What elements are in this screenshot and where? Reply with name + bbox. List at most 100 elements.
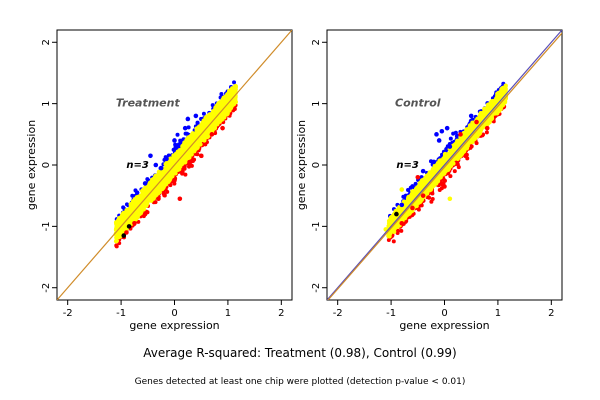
x-tick-label: 2 xyxy=(278,308,284,319)
data-point xyxy=(442,154,448,159)
data-point xyxy=(463,154,468,159)
data-point xyxy=(396,228,401,233)
data-point xyxy=(142,211,148,217)
data-point xyxy=(217,105,222,110)
data-point xyxy=(134,199,140,205)
data-point xyxy=(171,154,177,160)
series-2 xyxy=(124,125,225,235)
data-point xyxy=(233,84,239,89)
data-point xyxy=(446,151,452,156)
y-tick-label: -2 xyxy=(311,283,322,293)
data-point xyxy=(184,151,190,157)
data-point xyxy=(125,209,131,215)
x-tick-label: 0 xyxy=(441,308,447,319)
data-point xyxy=(189,163,194,168)
data-point xyxy=(132,211,138,217)
y-tick-label: 1 xyxy=(41,100,52,106)
data-point xyxy=(196,140,201,146)
data-point xyxy=(501,87,507,92)
data-point xyxy=(165,165,171,170)
x-axis-title: gene expression xyxy=(129,319,219,332)
y-tick-label: 2 xyxy=(311,39,322,45)
data-point xyxy=(137,206,142,212)
data-point xyxy=(482,106,487,112)
data-point xyxy=(124,216,129,221)
data-point xyxy=(478,111,483,117)
data-point xyxy=(420,193,426,198)
data-point xyxy=(458,132,463,137)
data-point xyxy=(201,111,206,116)
data-point xyxy=(198,153,204,159)
data-point xyxy=(165,189,170,194)
data-point xyxy=(183,172,188,177)
y-tick-label: 2 xyxy=(41,39,52,45)
y-tick-label: -1 xyxy=(41,221,52,231)
data-point xyxy=(416,185,421,190)
data-point xyxy=(391,239,396,244)
data-point xyxy=(430,196,435,201)
data-point xyxy=(185,116,191,122)
data-point xyxy=(164,156,169,162)
series-3 xyxy=(134,113,199,195)
data-point xyxy=(452,169,457,174)
data-point xyxy=(413,201,418,207)
data-point xyxy=(205,134,210,140)
data-point xyxy=(427,176,433,181)
series-3 xyxy=(399,113,474,208)
reference-line xyxy=(327,30,562,300)
data-point xyxy=(415,174,421,180)
average-r-squared-caption: Average R-squared: Treatment (0.98), Con… xyxy=(143,346,457,360)
data-point xyxy=(180,169,185,174)
x-tick-label: 1 xyxy=(225,308,231,319)
data-point xyxy=(172,178,177,183)
data-point xyxy=(447,196,453,202)
data-point xyxy=(182,140,187,146)
data-point xyxy=(462,132,467,137)
data-point xyxy=(148,153,153,159)
data-point xyxy=(178,138,183,143)
data-point xyxy=(150,194,155,200)
data-point xyxy=(410,184,415,189)
data-point xyxy=(399,228,404,233)
data-point xyxy=(406,188,411,193)
panel-title: Treatment xyxy=(116,97,181,110)
data-point xyxy=(232,107,237,112)
x-tick-label: -1 xyxy=(386,308,396,319)
data-point xyxy=(420,168,426,174)
data-point xyxy=(429,184,434,190)
panel-title: Control xyxy=(395,97,441,110)
x-tick-label: -2 xyxy=(333,308,343,319)
data-point xyxy=(444,125,450,131)
n-count-label: n=3 xyxy=(396,160,418,171)
data-point xyxy=(121,210,127,216)
data-point xyxy=(141,202,147,207)
data-point xyxy=(173,171,178,176)
data-point xyxy=(158,165,164,171)
data-point xyxy=(172,138,177,143)
data-point xyxy=(208,128,213,133)
data-point xyxy=(464,144,469,149)
data-point xyxy=(173,145,178,150)
data-point xyxy=(188,159,193,165)
data-point xyxy=(145,177,150,182)
data-point xyxy=(188,134,194,139)
x-tick-label: 0 xyxy=(171,308,177,319)
data-point xyxy=(484,125,490,131)
data-point xyxy=(399,187,405,192)
n-count-label: n=3 xyxy=(126,160,148,171)
data-point xyxy=(178,148,183,153)
y-tick-label: 1 xyxy=(311,100,322,106)
x-tick-label: -1 xyxy=(116,308,126,319)
data-point xyxy=(219,91,224,96)
data-point xyxy=(455,162,460,167)
data-point xyxy=(447,144,453,149)
detection-note-caption: Genes detected at least one chip were pl… xyxy=(135,377,466,387)
data-point xyxy=(175,132,180,137)
data-point xyxy=(212,125,217,131)
data-point xyxy=(465,132,470,137)
data-point xyxy=(413,181,418,186)
plot-area xyxy=(327,30,562,300)
data-point xyxy=(118,215,123,221)
data-point xyxy=(456,148,461,153)
data-point xyxy=(131,202,137,207)
